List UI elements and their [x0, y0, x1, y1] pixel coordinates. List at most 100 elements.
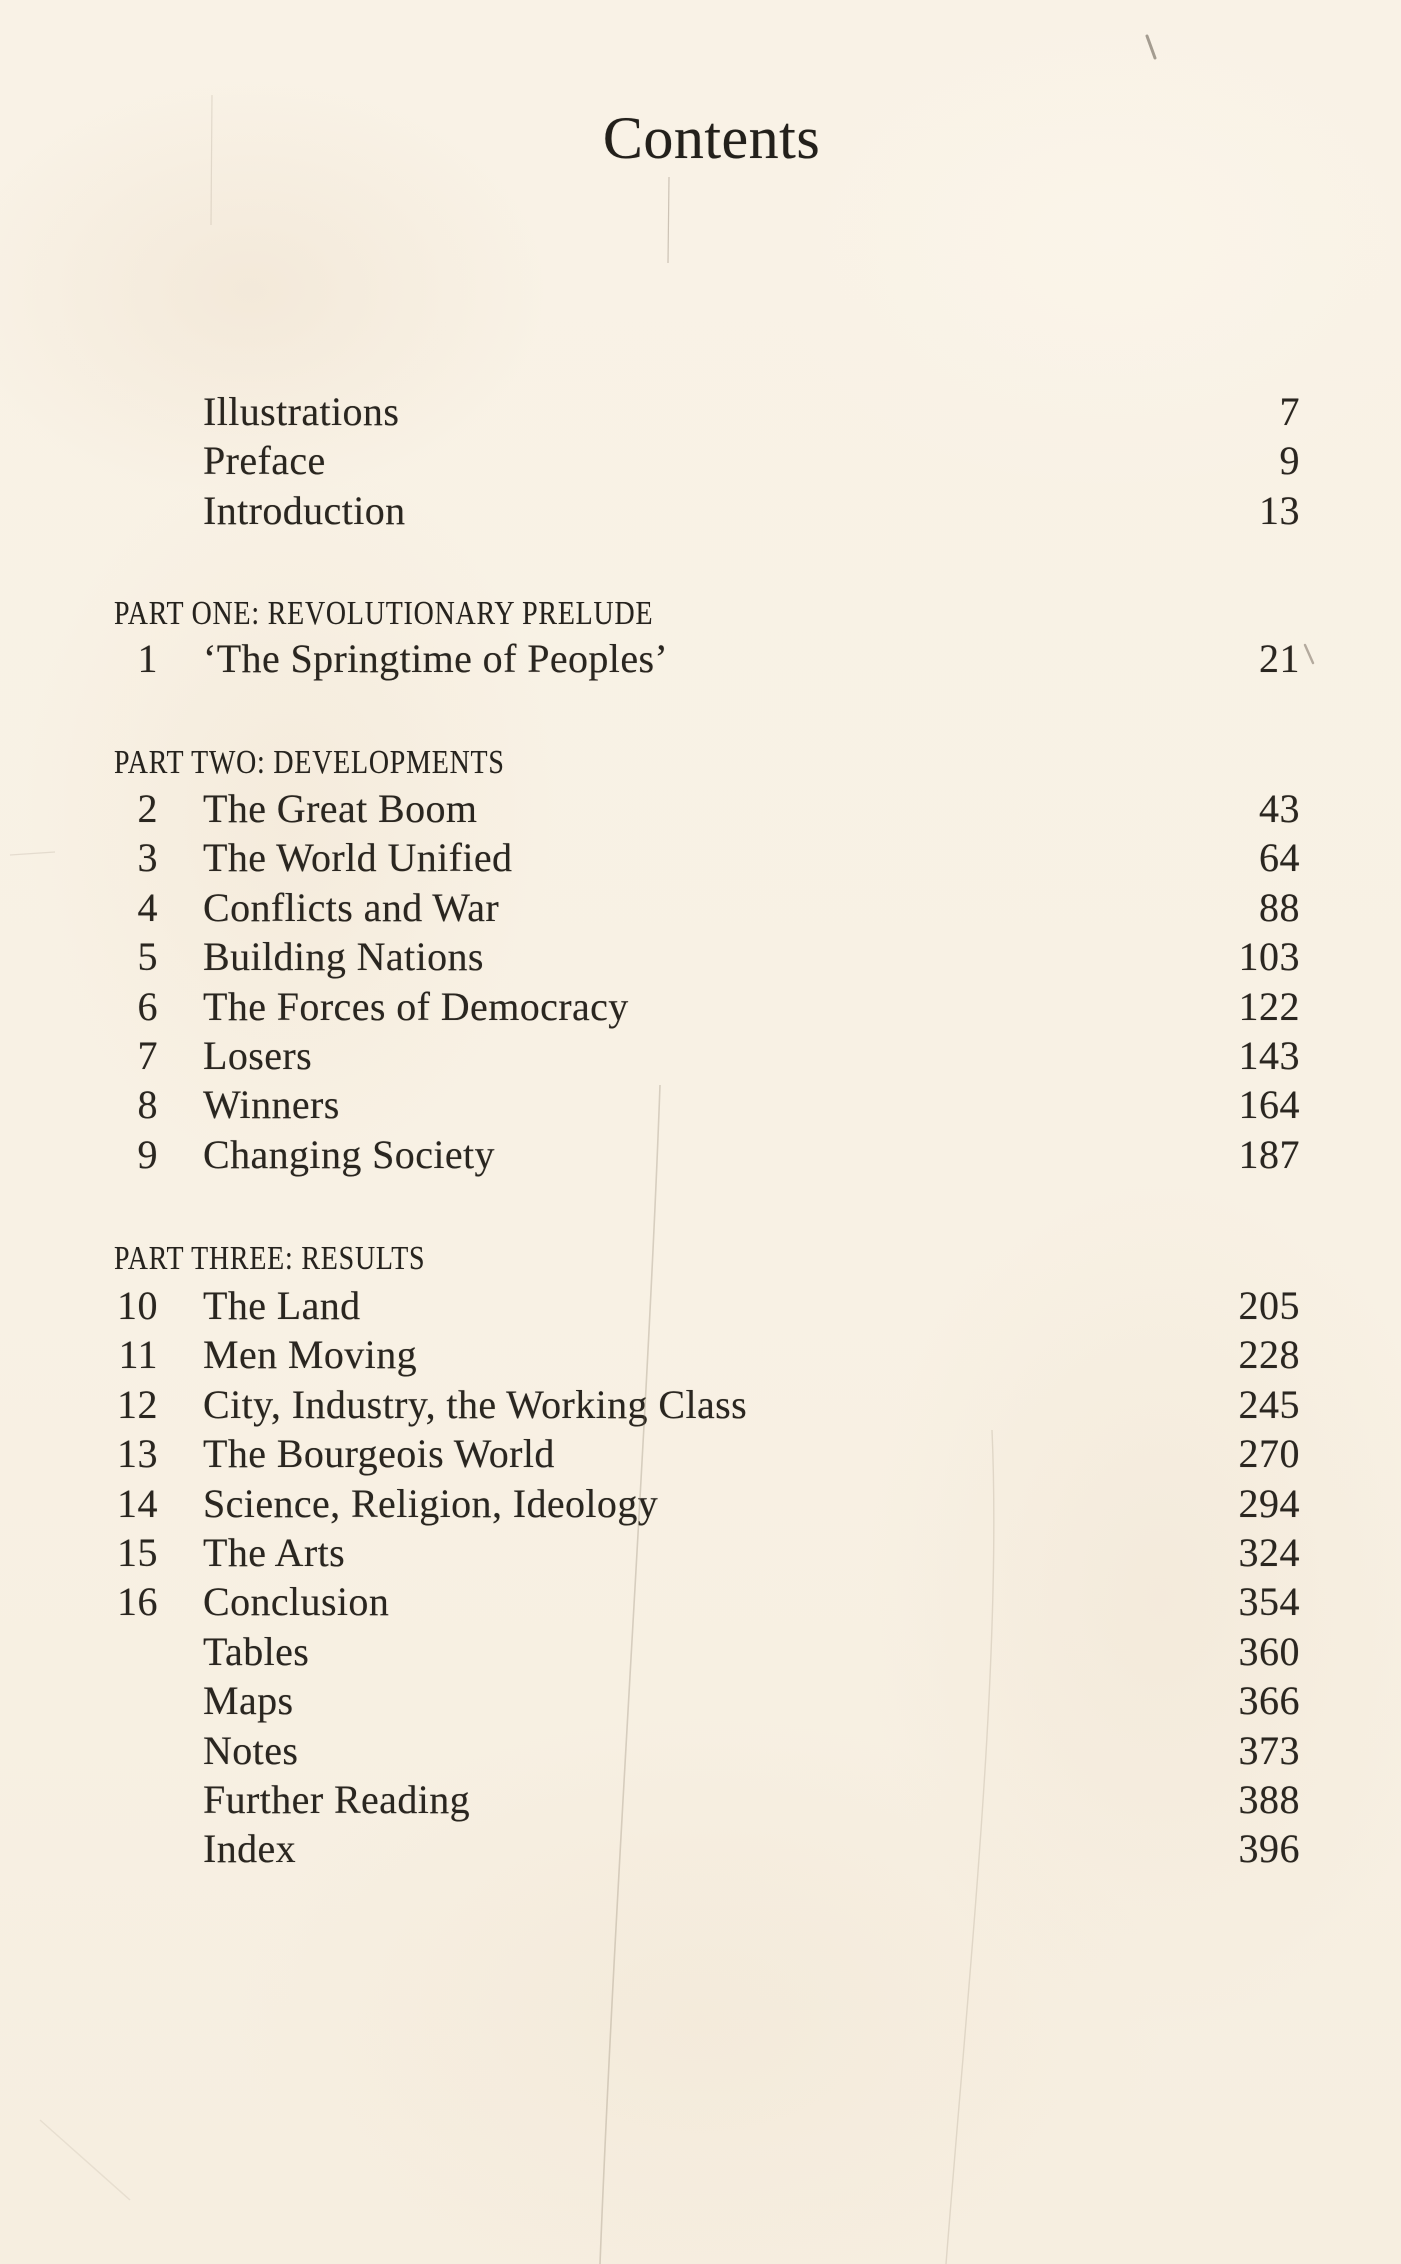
- scan-crease: [39, 2119, 131, 2201]
- chapter-number: 12: [117, 1381, 158, 1427]
- chapter-number: 7: [137, 1032, 158, 1078]
- toc-entry-label: Building Nations: [203, 934, 484, 980]
- toc-entry-label: The Forces of Democracy: [203, 983, 629, 1029]
- toc-row: 9 Changing Society 187: [100, 1130, 1300, 1179]
- toc-entry-label: Science, Religion, Ideology: [203, 1480, 659, 1526]
- chapter-number: [100, 1824, 158, 1873]
- toc-row: 10 The Land 205: [100, 1281, 1300, 1330]
- chapter-number: 14: [117, 1480, 158, 1526]
- toc-row: 12 City, Industry, the Working Class 245: [100, 1380, 1300, 1429]
- chapter-number: [100, 1676, 158, 1725]
- toc-entry-label: Preface: [203, 438, 326, 484]
- toc-entry-label: ‘The Springtime of Peoples’: [203, 636, 669, 681]
- front-matter-list: Illustrations 7 Preface 9 Introduction 1…: [100, 387, 1300, 535]
- number-spacer: [100, 387, 158, 436]
- toc-entry-label: Maps: [203, 1678, 294, 1724]
- scan-tick-mark: [1303, 643, 1315, 665]
- toc-row: Notes 373: [100, 1726, 1300, 1775]
- toc-entry-label: Index: [203, 1826, 297, 1872]
- toc-entry-label: Losers: [203, 1032, 313, 1078]
- page-title: Contents: [602, 105, 821, 171]
- part-one-list: 1 ‘The Springtime of Peoples’ 21: [100, 634, 1300, 683]
- toc-row: 2 The Great Boom 43: [100, 784, 1300, 833]
- toc-entry-label: Changing Society: [203, 1131, 495, 1177]
- chapter-number: 2: [137, 786, 158, 831]
- part-heading: PART ONE: REVOLUTIONARY PRELUDE: [114, 595, 654, 632]
- toc-entry-label: The World Unified: [203, 835, 513, 881]
- chapter-number: 5: [137, 934, 158, 980]
- chapter-number: 9: [137, 1131, 158, 1177]
- page-number: 324: [1238, 1529, 1300, 1575]
- page-number: 205: [1238, 1283, 1300, 1328]
- page-number: 366: [1238, 1678, 1300, 1724]
- toc-entry-label: The Arts: [203, 1529, 346, 1575]
- toc-row: 7 Losers 143: [100, 1031, 1300, 1080]
- part-three-list: 10 The Land 205 11 Men Moving 228 12 Cit…: [100, 1281, 1300, 1874]
- toc-row: 4 Conflicts and War 88: [100, 883, 1300, 932]
- toc-row: 11 Men Moving 228: [100, 1330, 1300, 1379]
- chapter-number: 15: [117, 1529, 158, 1575]
- toc-entry-label: Winners: [203, 1082, 340, 1128]
- chapter-number: 16: [117, 1579, 158, 1625]
- page-number: 164: [1238, 1082, 1300, 1128]
- toc-entry-label: The Bourgeois World: [203, 1431, 555, 1477]
- toc-row: Further Reading 388: [100, 1775, 1300, 1824]
- scan-tick-mark: [1145, 34, 1157, 60]
- page-number: 354: [1238, 1579, 1300, 1625]
- toc-entry-label: Notes: [203, 1727, 299, 1773]
- toc-row: 1 ‘The Springtime of Peoples’ 21: [100, 634, 1300, 683]
- toc-entry-label: Men Moving: [203, 1332, 417, 1378]
- toc-row: 16 Conclusion 354: [100, 1577, 1300, 1626]
- page-number: 9: [1279, 438, 1300, 484]
- toc-row: 8 Winners 164: [100, 1080, 1300, 1129]
- toc-row: 5 Building Nations 103: [100, 932, 1300, 981]
- scan-streak: [667, 176, 670, 264]
- toc-row: Introduction 13: [100, 486, 1300, 535]
- chapter-number: 11: [118, 1332, 158, 1378]
- page-number: 373: [1238, 1727, 1300, 1773]
- page-number: 21: [1259, 636, 1300, 681]
- chapter-number: 4: [137, 884, 158, 930]
- toc-row: 14 Science, Religion, Ideology 294: [100, 1479, 1300, 1528]
- toc-entry-label: City, Industry, the Working Class: [203, 1381, 748, 1427]
- chapter-number: 13: [117, 1431, 158, 1477]
- page-number: 270: [1238, 1431, 1300, 1477]
- page-number: 388: [1238, 1776, 1300, 1822]
- page-number: 228: [1238, 1332, 1300, 1378]
- toc-entry-label: Introduction: [203, 487, 406, 533]
- toc-entry-label: Illustrations: [203, 389, 400, 434]
- page-number: 360: [1238, 1628, 1300, 1674]
- page-number: 187: [1238, 1131, 1300, 1177]
- part-heading: PART THREE: RESULTS: [114, 1240, 426, 1277]
- chapter-number: [100, 1627, 158, 1676]
- page-number: 143: [1238, 1032, 1300, 1078]
- page-number: 245: [1238, 1381, 1300, 1427]
- toc-row: 6 The Forces of Democracy 122: [100, 982, 1300, 1031]
- toc-entry-label: The Great Boom: [203, 786, 478, 831]
- page-number: 396: [1238, 1826, 1300, 1872]
- chapter-number: [100, 1726, 158, 1775]
- chapter-number: 8: [137, 1082, 158, 1128]
- toc-row: 13 The Bourgeois World 270: [100, 1429, 1300, 1478]
- page-number: 103: [1238, 934, 1300, 980]
- toc-entry-label: Conclusion: [203, 1579, 390, 1625]
- page-number: 43: [1259, 786, 1300, 831]
- part-two-list: 2 The Great Boom 43 3 The World Unified …: [100, 784, 1300, 1179]
- page-number: 294: [1238, 1480, 1300, 1526]
- toc-row: Index 396: [100, 1824, 1300, 1873]
- toc-row: 15 The Arts 324: [100, 1528, 1300, 1577]
- page-number: 7: [1279, 389, 1300, 434]
- toc-row: Illustrations 7: [100, 387, 1300, 436]
- part-heading: PART TWO: DEVELOPMENTS: [114, 744, 505, 781]
- page-number: 64: [1259, 835, 1300, 881]
- number-spacer: [100, 486, 158, 535]
- page-number: 13: [1259, 487, 1300, 533]
- toc-row: Maps 366: [100, 1676, 1300, 1725]
- chapter-number: 10: [117, 1283, 158, 1328]
- chapter-number: [100, 1775, 158, 1824]
- page-number: 88: [1259, 884, 1300, 930]
- chapter-number: 3: [137, 835, 158, 881]
- chapter-number: 1: [137, 636, 158, 681]
- number-spacer: [100, 436, 158, 485]
